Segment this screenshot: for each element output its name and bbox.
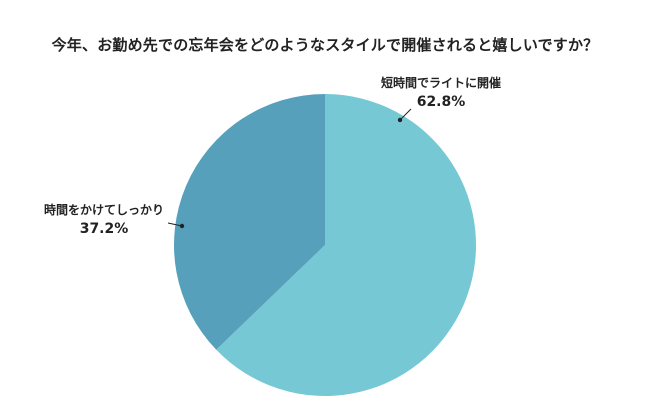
leader-line-2	[167, 222, 183, 227]
pie-slice-2	[173, 94, 325, 350]
slice-label-short: 短時間でライトに開催	[381, 75, 501, 90]
chart-title: 今年、お勤め先での忘年会をどのようなスタイルで開催されると嬉しいですか？	[51, 36, 599, 54]
leader-lines	[167, 108, 412, 229]
leader-line-1	[399, 108, 412, 121]
slice-value-long: 37.2%	[80, 221, 129, 237]
leader-dot-1	[397, 117, 403, 123]
leader-dot-2	[179, 223, 185, 229]
pie-slices	[173, 94, 476, 396]
slice-value-short: 62.8%	[417, 94, 466, 110]
slice-label-long: 時間をかけてしっかり	[44, 202, 164, 217]
pie-slice-1	[216, 94, 476, 396]
